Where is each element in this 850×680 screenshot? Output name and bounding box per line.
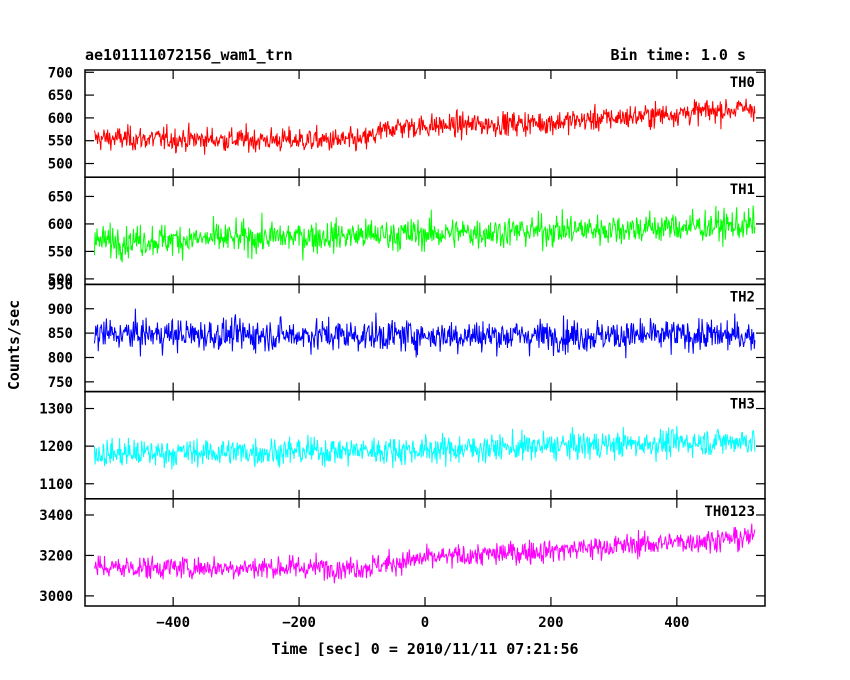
y-tick-label: 550: [48, 134, 73, 150]
y-tick-label: 500: [48, 157, 73, 173]
y-tick-label: 850: [48, 326, 73, 342]
y-tick-label: 1200: [39, 439, 73, 455]
y-tick-label: 500: [48, 272, 73, 288]
y-tick-label: 3000: [39, 589, 73, 605]
panel-label: TH0123: [704, 504, 755, 520]
panel-th1: 500 550 600 650 TH1: [48, 176, 766, 288]
series-line-th2: [93, 308, 756, 359]
y-tick-label: 1100: [39, 477, 73, 493]
y-axis-label: Counts/sec: [5, 300, 23, 390]
y-tick-label: 1300: [39, 402, 73, 418]
chart-title: ae101111072156_wam1_trn: [85, 46, 293, 64]
panel-label: TH1: [730, 182, 755, 198]
y-tick-label: 750: [48, 375, 73, 391]
panel-label: TH0: [730, 75, 755, 91]
x-axis-label: Time [sec] 0 = 2010/11/11 07:21:56: [271, 640, 578, 658]
panel-th0123: 3000 3200 3400 TH0123: [39, 498, 766, 607]
x-tick-label: 200: [538, 615, 563, 631]
bin-time-label: Bin time: 1.0 s: [611, 46, 746, 64]
series-line-th0123: [93, 523, 756, 584]
x-tick-label: −200: [282, 615, 316, 631]
panel-label: TH2: [730, 289, 755, 305]
x-tick-label: −400: [156, 615, 190, 631]
series-line-th1: [93, 205, 756, 263]
series-line-th3: [93, 425, 756, 470]
y-tick-label: 650: [48, 189, 73, 205]
panel-th2: 750 800 850 900 950 TH2: [48, 277, 766, 393]
y-tick-label: 600: [48, 111, 73, 127]
y-tick-label: 550: [48, 244, 73, 260]
panels: 500 550 600 650 700 TH0 500 550 600 650 TH1 750 800 8…: [39, 65, 766, 607]
x-tick-label: 0: [421, 615, 429, 631]
y-tick-label: 700: [48, 65, 73, 81]
x-axis: −400 −200 0 200 400: [156, 615, 689, 631]
y-tick-label: 3400: [39, 508, 73, 524]
y-tick-label: 600: [48, 217, 73, 233]
panel-th3: 1100 1200 1300 TH3: [39, 390, 766, 500]
series-line-th0: [93, 98, 756, 155]
y-tick-label: 950: [48, 277, 73, 293]
panel-label: TH3: [730, 397, 755, 413]
x-tick-label: 400: [664, 615, 689, 631]
panel-th0: 500 550 600 650 700 TH0: [48, 65, 766, 178]
panel-frame: [84, 498, 766, 607]
y-tick-label: 900: [48, 302, 73, 318]
panel-frame: [84, 69, 766, 178]
y-tick-label: 3200: [39, 548, 73, 564]
y-tick-label: 650: [48, 88, 73, 104]
y-tick-label: 800: [48, 350, 73, 366]
